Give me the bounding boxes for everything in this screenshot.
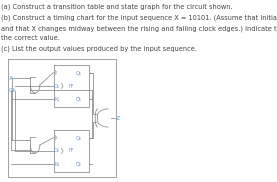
Text: Ck: Ck	[54, 84, 60, 88]
Text: and that X changes midway between the rising and falling clock edges.) Indicate : and that X changes midway between the ri…	[1, 25, 277, 31]
Text: K₁: K₁	[55, 97, 60, 102]
Text: Q̅₁: Q̅₁	[76, 97, 82, 102]
Text: Q₂: Q₂	[76, 135, 82, 140]
Text: Q̅₂: Q̅₂	[76, 162, 82, 167]
Text: Ck: Ck	[54, 149, 60, 153]
Text: J₂: J₂	[55, 135, 58, 140]
Text: FF: FF	[68, 149, 74, 153]
Text: (c) List the output values produced by the input sequence.: (c) List the output values produced by t…	[1, 46, 197, 52]
Text: Q₁: Q₁	[76, 70, 82, 75]
Text: J₁: J₁	[55, 70, 58, 75]
Text: Clk: Clk	[8, 88, 16, 94]
Text: X: X	[9, 76, 13, 80]
Text: (b) Construct a timing chart for the input sequence X = 10101. (Assume that init: (b) Construct a timing chart for the inp…	[1, 15, 277, 21]
Text: K₂: K₂	[55, 162, 60, 167]
Text: FF: FF	[68, 84, 74, 88]
Text: Z: Z	[116, 116, 120, 120]
Text: the correct value.: the correct value.	[1, 35, 60, 41]
Text: (a) Construct a transition table and state graph for the circuit shown.: (a) Construct a transition table and sta…	[1, 4, 233, 11]
